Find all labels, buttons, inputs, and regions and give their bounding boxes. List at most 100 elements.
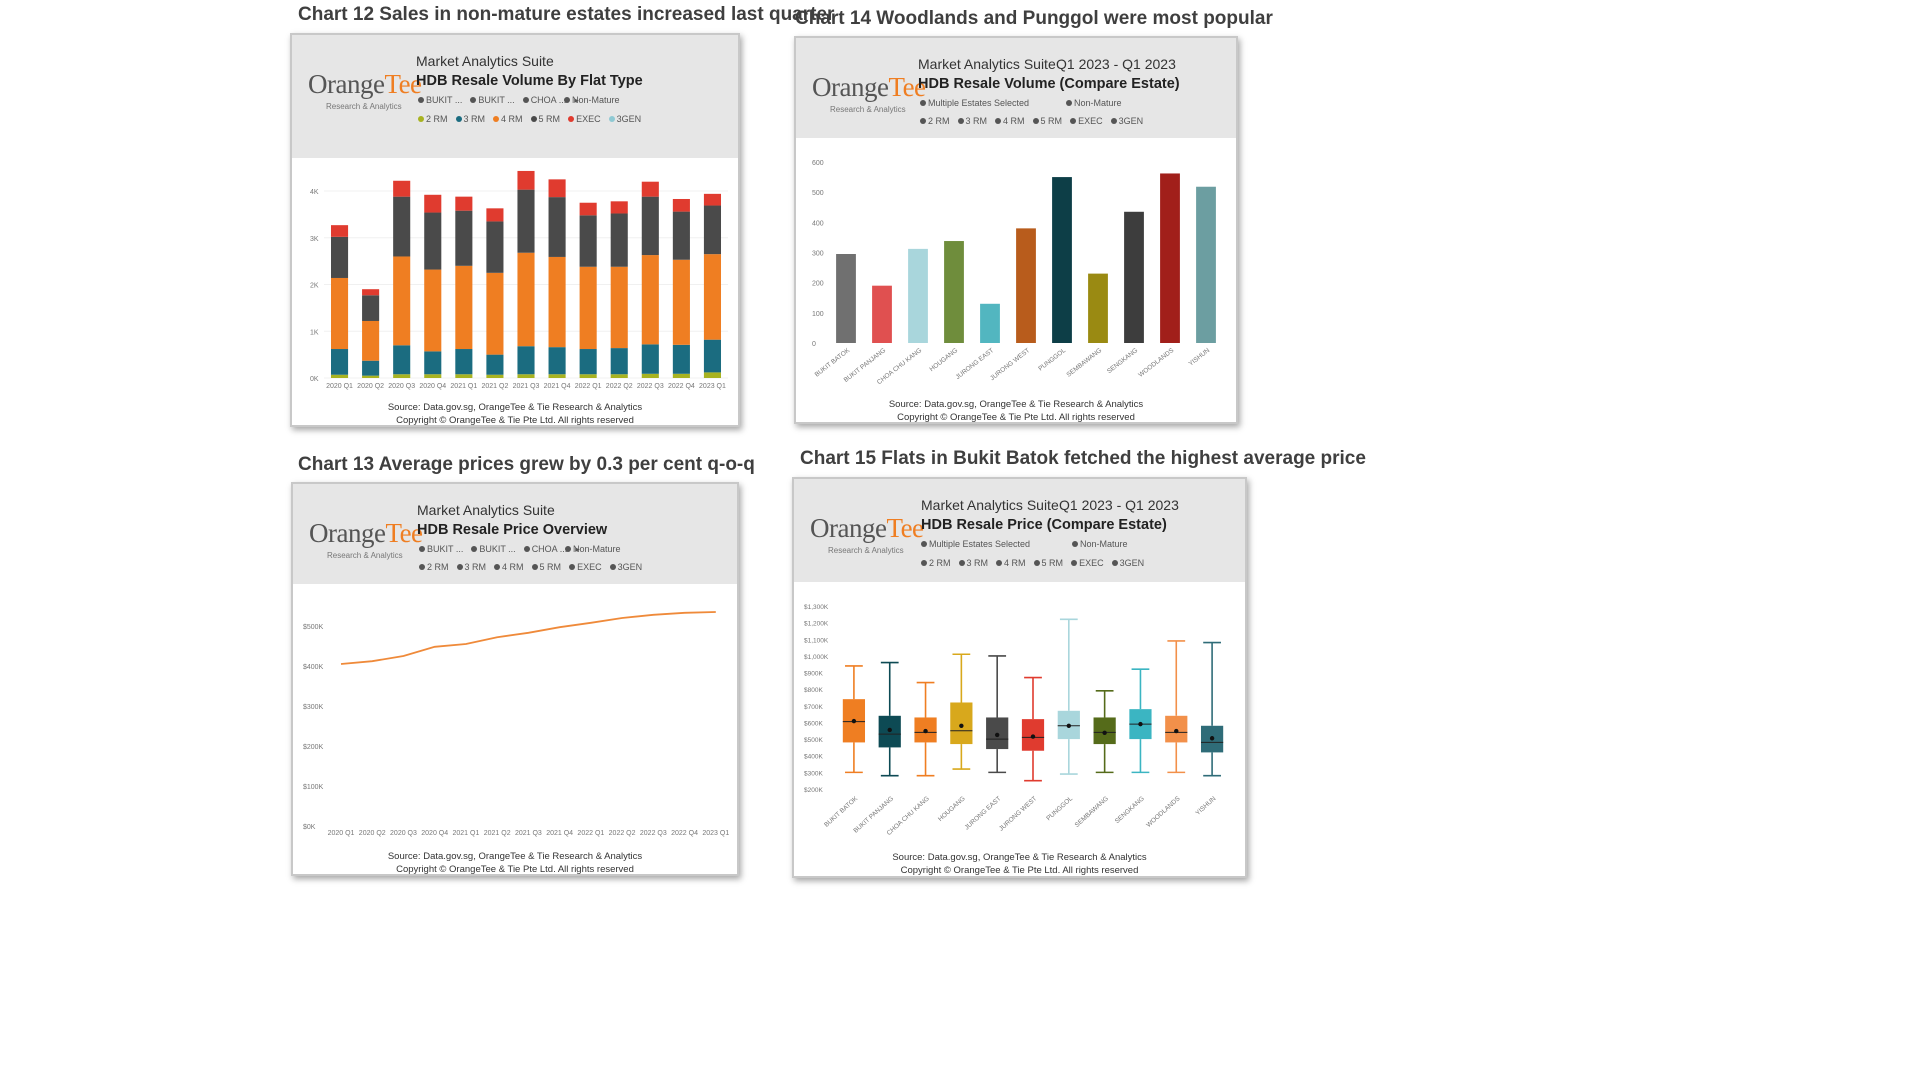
- more-filters-icon[interactable]: ▸: [575, 544, 580, 554]
- estate-filter-chip[interactable]: BUKIT ...: [418, 95, 462, 105]
- bar-segment: [486, 374, 504, 378]
- legend-item[interactable]: 2 RM: [419, 562, 449, 572]
- flat-type-legend[interactable]: 2 RM 3 RM 4 RM 5 RM EXEC 3GEN: [418, 114, 649, 124]
- bar-segment: [362, 289, 380, 296]
- bar-segment: [548, 256, 566, 348]
- y-tick-label: 600: [812, 160, 824, 167]
- x-tick-label: 2021 Q2: [484, 830, 511, 837]
- period-label[interactable]: Q1 2023 - Q1 2023: [1056, 56, 1176, 72]
- bar: [872, 285, 892, 343]
- x-tick-label: 2022 Q1: [577, 830, 604, 837]
- bar-segment: [330, 225, 349, 237]
- x-tick-label: 2020 Q1: [326, 383, 353, 390]
- non-mature-filter[interactable]: Non-Mature: [1066, 98, 1122, 108]
- bar-segment: [424, 374, 442, 378]
- non-mature-filter[interactable]: Non-Mature: [564, 95, 620, 105]
- y-tick-label: 100: [812, 311, 824, 318]
- bar-segment: [672, 373, 690, 378]
- mean-marker: [994, 732, 1000, 738]
- legend-item[interactable]: EXEC: [569, 562, 602, 572]
- bar-segment: [455, 349, 473, 375]
- bar: [1088, 273, 1108, 343]
- bar-segment: [672, 259, 690, 345]
- legend-item[interactable]: 2 RM: [418, 114, 448, 124]
- x-tick-label: HOUGANG: [937, 795, 967, 823]
- x-tick-label: 2020 Q4: [419, 383, 446, 390]
- suite-label: Market Analytics Suite: [417, 502, 555, 518]
- y-tick-label: $400K: [303, 664, 324, 671]
- more-filters-icon[interactable]: ▸: [574, 95, 579, 105]
- bar-segment: [610, 266, 628, 349]
- legend-item[interactable]: 4 RM: [995, 116, 1025, 126]
- legend-item[interactable]: 3GEN: [608, 114, 641, 124]
- x-tick-label: WOODLANDS: [1145, 795, 1182, 829]
- legend-item[interactable]: 3 RM: [456, 562, 486, 572]
- y-tick-label: $0K: [303, 824, 316, 831]
- x-tick-label: 2020 Q1: [328, 830, 355, 837]
- legend-item[interactable]: 3 RM: [455, 114, 485, 124]
- card-title: HDB Resale Price (Compare Estate): [921, 517, 1167, 533]
- y-tick-label: 4K: [310, 189, 319, 196]
- x-tick-label: 2022 Q2: [609, 830, 636, 837]
- mean-marker: [1066, 723, 1072, 728]
- legend-item[interactable]: EXEC: [568, 114, 601, 124]
- bar-segment: [393, 374, 411, 378]
- source-note: Source: Data.gov.sg, OrangeTee & Tie Res…: [387, 402, 643, 426]
- x-tick-label: 2021 Q3: [515, 830, 542, 837]
- legend-item[interactable]: 5 RM: [530, 114, 560, 124]
- legend-item[interactable]: 3GEN: [1110, 116, 1143, 126]
- y-tick-label: 0: [812, 341, 816, 348]
- legend-item[interactable]: 5 RM: [1033, 558, 1063, 568]
- estate-filter-slicer[interactable]: Multiple Estates Selected: [920, 98, 1029, 108]
- legend-item[interactable]: EXEC: [1070, 116, 1103, 126]
- orangetee-logo: OrangeTee Research & Analytics: [812, 72, 926, 114]
- legend-item[interactable]: 4 RM: [996, 558, 1026, 568]
- legend-item[interactable]: 3GEN: [1111, 558, 1144, 568]
- legend-item[interactable]: 3 RM: [958, 558, 988, 568]
- estate-filter-slicer[interactable]: BUKIT ... BUKIT ... CHOA ... ▸: [418, 95, 587, 106]
- legend-item[interactable]: 2 RM: [921, 558, 951, 568]
- x-tick-label: 2021 Q4: [544, 383, 571, 390]
- orangetee-logo: OrangeTee Research & Analytics: [309, 518, 423, 560]
- x-tick-label: WOODLANDS: [1137, 347, 1175, 379]
- bar-segment: [330, 374, 349, 378]
- y-tick-label: 200: [812, 281, 824, 288]
- non-mature-filter[interactable]: Non-Mature: [1072, 539, 1128, 549]
- estate-filter-chip[interactable]: BUKIT ...: [470, 95, 515, 105]
- bar: [1124, 211, 1144, 343]
- chart15-plot: $200K $300K $400K $500K $600K $700K $800K $900K…: [804, 604, 1224, 837]
- card-title: HDB Resale Price Overview: [417, 522, 608, 538]
- estate-filter-slicer[interactable]: BUKIT ... BUKIT ... CHOA ... ▸: [419, 544, 588, 555]
- legend-item[interactable]: 5 RM: [531, 562, 561, 572]
- legend-item[interactable]: 4 RM: [493, 114, 523, 124]
- flat-type-legend[interactable]: 2 RM 3 RM 4 RM 5 RM EXEC 3GEN: [419, 562, 650, 572]
- legend-item[interactable]: 3GEN: [609, 562, 642, 572]
- bar-segment: [362, 295, 380, 321]
- orangetee-logo: OrangeTee Research & Analytics: [308, 69, 422, 111]
- bar-segment: [517, 252, 535, 347]
- non-mature-filter[interactable]: Non-Mature: [565, 544, 621, 554]
- bar-segment: [579, 202, 597, 216]
- flat-type-legend[interactable]: 2 RM 3 RM 4 RM 5 RM EXEC 3GEN: [920, 116, 1151, 126]
- estate-filter-chip[interactable]: CHOA ...: [522, 95, 566, 105]
- bar-segment: [330, 349, 349, 375]
- legend-item[interactable]: 4 RM: [494, 562, 524, 572]
- estate-filter-slicer[interactable]: Multiple Estates Selected: [921, 539, 1030, 549]
- bar-segment: [424, 269, 442, 352]
- bar-segment: [362, 360, 380, 376]
- y-tick-label: $1,100K: [804, 637, 829, 644]
- bar: [836, 254, 856, 343]
- estate-filter-chip[interactable]: BUKIT ...: [471, 544, 516, 554]
- bar-segment: [548, 374, 566, 378]
- estate-filter-chip[interactable]: CHOA ...: [523, 544, 567, 554]
- estate-filter-chip[interactable]: BUKIT ...: [419, 544, 463, 554]
- period-label[interactable]: Q1 2023 - Q1 2023: [1059, 497, 1179, 513]
- bar: [1052, 177, 1072, 343]
- x-tick-label: 2020 Q3: [390, 830, 417, 837]
- x-tick-label: 2020 Q4: [421, 830, 448, 837]
- legend-item[interactable]: 3 RM: [957, 116, 987, 126]
- flat-type-legend[interactable]: 2 RM 3 RM 4 RM 5 RM EXEC 3GEN: [921, 558, 1152, 568]
- legend-item[interactable]: 2 RM: [920, 116, 950, 126]
- legend-item[interactable]: 5 RM: [1032, 116, 1062, 126]
- legend-item[interactable]: EXEC: [1071, 558, 1104, 568]
